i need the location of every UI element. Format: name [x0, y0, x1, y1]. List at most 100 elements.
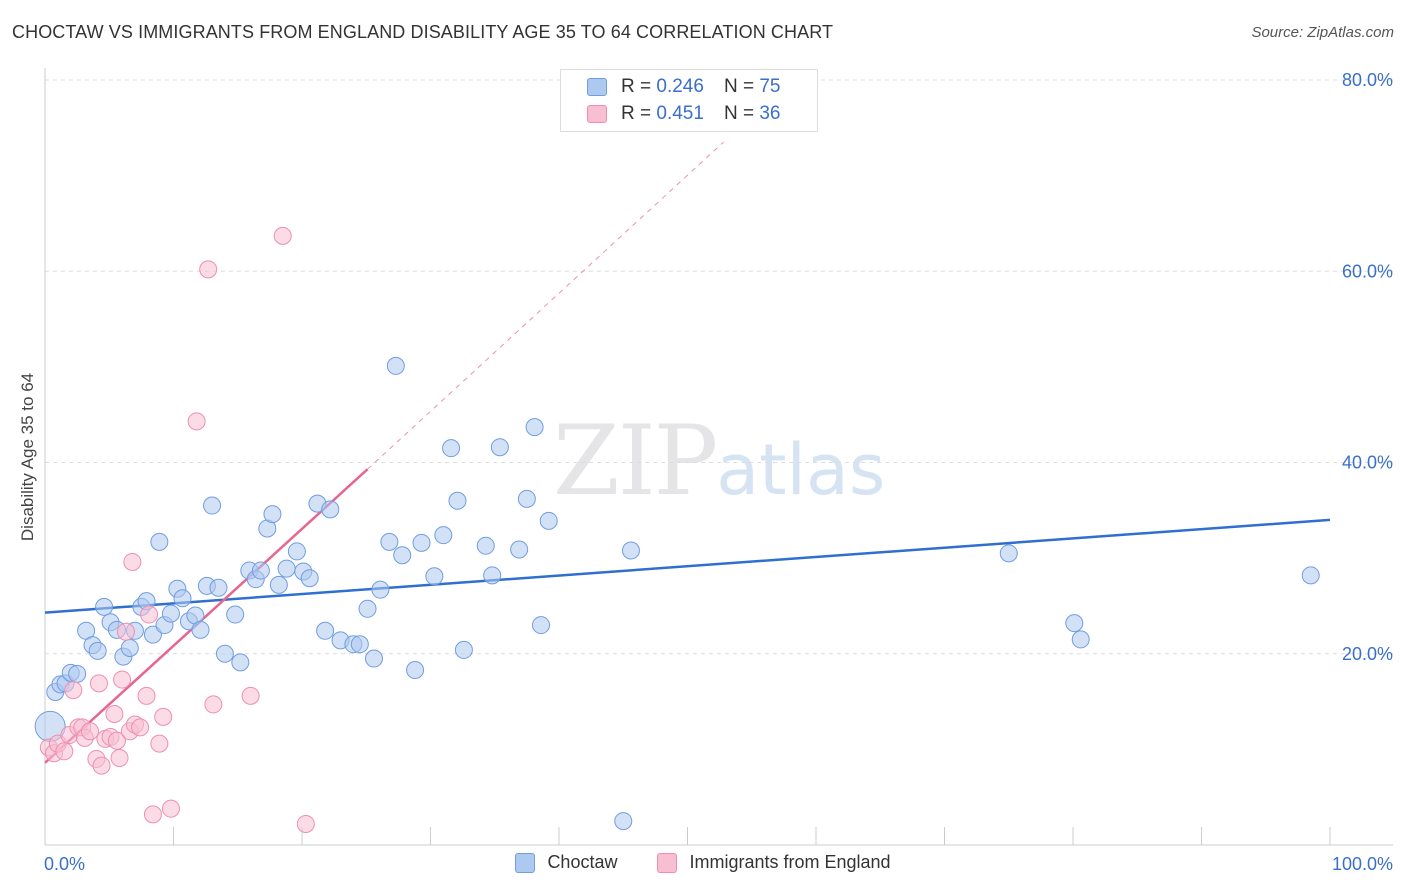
choctaw-point [386, 356, 405, 375]
legend-row-choctaw: R = 0.246 N = 75 [587, 76, 780, 98]
choctaw-point [412, 533, 431, 552]
england-point [89, 674, 108, 693]
choctaw-point [316, 621, 335, 640]
legend-n-label: N = [723, 76, 755, 97]
england-point [92, 756, 111, 775]
england-point [105, 704, 124, 723]
england-point [161, 799, 180, 818]
england-point [140, 605, 159, 624]
choctaw-point [999, 544, 1018, 563]
legend-r-label: R = [621, 76, 652, 97]
choctaw-point [321, 500, 340, 519]
choctaw-point [215, 644, 234, 663]
choctaw-point [143, 625, 162, 644]
choctaw-point [226, 605, 245, 624]
england-point [55, 742, 74, 761]
legend-swatch-england [587, 105, 607, 123]
choctaw-point [380, 532, 399, 551]
choctaw-trend-line [44, 518, 1331, 614]
england-point [131, 718, 150, 737]
england-point [241, 686, 260, 705]
england-point [204, 695, 223, 714]
choctaw-point [393, 546, 412, 565]
choctaw-point [406, 661, 425, 680]
choctaw-point [191, 620, 210, 639]
legend-n-label: N = [723, 103, 755, 124]
choctaw-point [448, 491, 467, 510]
legend-n-value: 75 [759, 76, 781, 97]
choctaw-point [120, 639, 139, 658]
choctaw-point [454, 640, 473, 659]
choctaw-point [621, 541, 640, 560]
choctaw-point [525, 418, 544, 437]
england-point [143, 805, 162, 824]
england-point [110, 748, 129, 767]
england-trend-line [44, 468, 369, 764]
england-point [199, 260, 218, 279]
choctaw-point [510, 540, 529, 559]
watermark: ZIPatlas [553, 405, 885, 517]
legend-n-value: 36 [759, 103, 781, 124]
choctaw-point [209, 578, 228, 597]
choctaw-point [539, 511, 558, 530]
england-trend-extension [367, 141, 724, 470]
england-point [116, 622, 135, 641]
england-point [107, 731, 126, 750]
england-point [64, 681, 83, 700]
legend-r-label: R = [621, 103, 652, 124]
choctaw-point [277, 559, 296, 578]
choctaw-point [1301, 566, 1320, 585]
choctaw-point [1065, 614, 1084, 633]
england-point [123, 552, 142, 571]
choctaw-point [88, 641, 107, 660]
england-point [113, 670, 132, 689]
choctaw-point [434, 526, 453, 545]
watermark-zip: ZIP [553, 405, 718, 517]
choctaw-point [287, 542, 306, 561]
legend-r-value: 0.451 [656, 103, 704, 124]
legend-swatch-england [657, 852, 678, 873]
england-point [137, 686, 156, 705]
choctaw-point [1071, 630, 1090, 649]
england-point [187, 412, 206, 431]
england-point [80, 722, 99, 741]
choctaw-point [532, 616, 551, 635]
y-tick-label: 40.0% [1342, 453, 1393, 473]
choctaw-point [150, 532, 169, 551]
chart-title: CHOCTAW VS IMMIGRANTS FROM ENGLAND DISAB… [12, 22, 834, 42]
england-point [150, 734, 169, 753]
choctaw-point [490, 438, 509, 457]
choctaw-point [442, 439, 461, 458]
watermark-atlas: atlas [716, 429, 886, 511]
legend-row-england: R = 0.451 N = 36 [587, 103, 780, 125]
choctaw-point [95, 597, 114, 616]
choctaw-point [68, 664, 87, 683]
choctaw-point [161, 604, 180, 623]
legend-item-england: Immigrants from England [657, 852, 891, 873]
choctaw-point [358, 599, 377, 618]
england-point [273, 226, 292, 245]
x-tick-label: 0.0% [44, 854, 85, 874]
choctaw-point [614, 812, 633, 831]
choctaw-point [350, 635, 369, 654]
stats-legend: R = 0.246 N = 75 R = 0.451 N = 36 [560, 69, 818, 132]
choctaw-point [231, 653, 250, 672]
england-point [296, 814, 315, 833]
legend-label-choctaw: Choctaw [547, 852, 618, 872]
choctaw-point [251, 561, 270, 580]
y-tick-label: 80.0% [1342, 70, 1393, 90]
legend-item-choctaw: Choctaw [515, 852, 617, 873]
choctaw-point [300, 569, 319, 588]
source-label: Source: ZipAtlas.com [1251, 24, 1394, 41]
choctaw-point [476, 536, 495, 555]
series-legend: Choctaw Immigrants from England [0, 852, 1406, 873]
choctaw-point [269, 575, 288, 594]
x-tick-label: 100.0% [1332, 854, 1393, 874]
choctaw-point [173, 589, 192, 608]
england-point [154, 707, 173, 726]
legend-label-england: Immigrants from England [689, 852, 891, 872]
y-tick-label: 60.0% [1342, 261, 1393, 281]
legend-r-value: 0.246 [656, 76, 704, 97]
y-tick-label: 20.0% [1342, 644, 1393, 664]
